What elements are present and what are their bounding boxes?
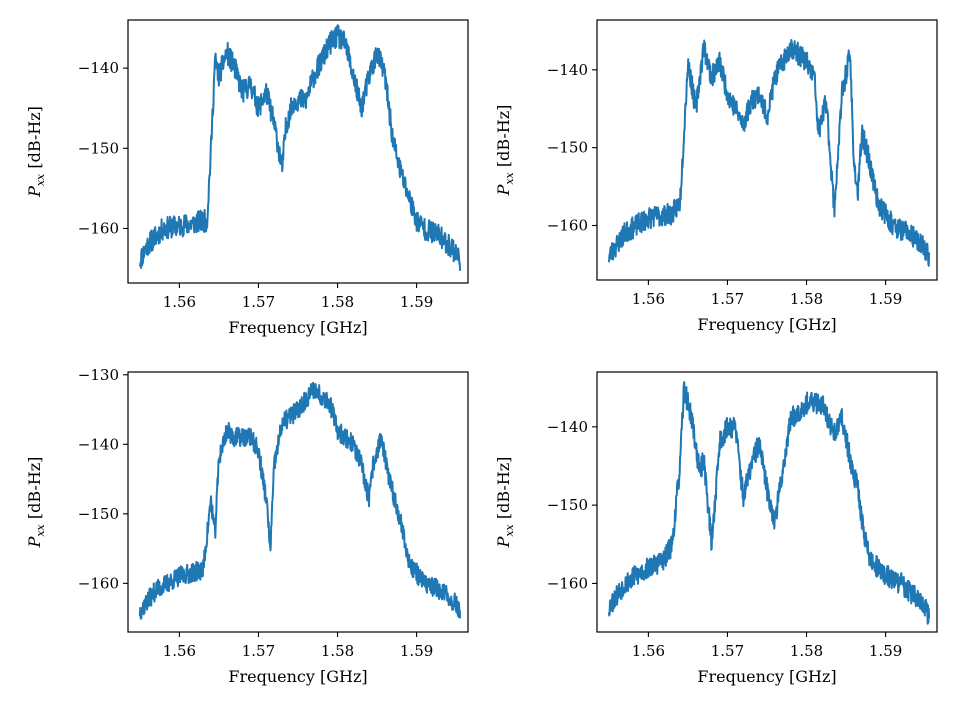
y-axis-label: Pxx [dB-Hz] [25,457,47,549]
x-tick-label: 1.59 [400,293,433,311]
x-tick-label: 1.57 [711,642,744,660]
x-tick-label: 1.59 [400,642,433,660]
x-tick-label: 1.59 [869,642,902,660]
y-tick-label: −130 [78,366,119,384]
x-tick-label: 1.58 [321,642,354,660]
y-tick-label: −150 [78,505,119,523]
y-tick-label: −140 [547,418,588,436]
x-axis-label: Frequency [GHz] [228,667,367,686]
y-tick-label: −140 [78,59,119,77]
x-tick-label: 1.56 [163,642,196,660]
axes-frame [127,19,469,284]
y-tick-label: −160 [78,574,119,592]
psd-trace [607,38,931,267]
x-axis-label: Frequency [GHz] [697,667,836,686]
x-tick-label: 1.58 [321,293,354,311]
subplot-top-right: 1.56 1.57 1.58 1.59 −140 −150 −160 Frequency [G… [494,19,938,334]
x-axis-label: Frequency [GHz] [697,315,836,334]
x-tick-label: 1.56 [632,290,665,308]
x-tick-label: 1.57 [242,642,275,660]
y-tick-label: −150 [547,139,588,157]
y-tick-label: −140 [547,61,588,79]
psd-trace [138,381,462,620]
psd-trace [607,381,931,625]
y-tick-label: −160 [547,217,588,235]
y-tick-label: −150 [547,496,588,514]
subplot-bottom-left: 1.56 1.57 1.58 1.59 −130 −140 −150 −160 Frequenc… [25,366,469,686]
y-axis-label: Pxx [dB-Hz] [25,106,47,198]
subplot-bottom-right: 1.56 1.57 1.58 1.59 −140 −150 −160 Frequency [G… [494,371,938,686]
x-axis-label: Frequency [GHz] [228,318,367,337]
x-tick-label: 1.58 [790,290,823,308]
y-tick-label: −140 [78,435,119,453]
y-tick-label: −160 [547,574,588,592]
y-tick-label: −160 [78,219,119,237]
y-tick-label: −150 [78,139,119,157]
x-tick-label: 1.58 [790,642,823,660]
psd-trace [138,24,462,271]
x-tick-label: 1.57 [242,293,275,311]
y-axis-label: Pxx [dB-Hz] [494,457,516,549]
x-tick-label: 1.59 [869,290,902,308]
axes-frame [596,371,938,633]
axes-frame [127,371,469,633]
y-axis-label: Pxx [dB-Hz] [494,105,516,197]
x-tick-label: 1.56 [632,642,665,660]
x-tick-label: 1.56 [163,293,196,311]
subplot-top-left: 1.56 1.57 1.58 1.59 −140 −150 −160 Frequency [G… [25,19,469,337]
axes-frame [596,19,938,281]
x-tick-label: 1.57 [711,290,744,308]
